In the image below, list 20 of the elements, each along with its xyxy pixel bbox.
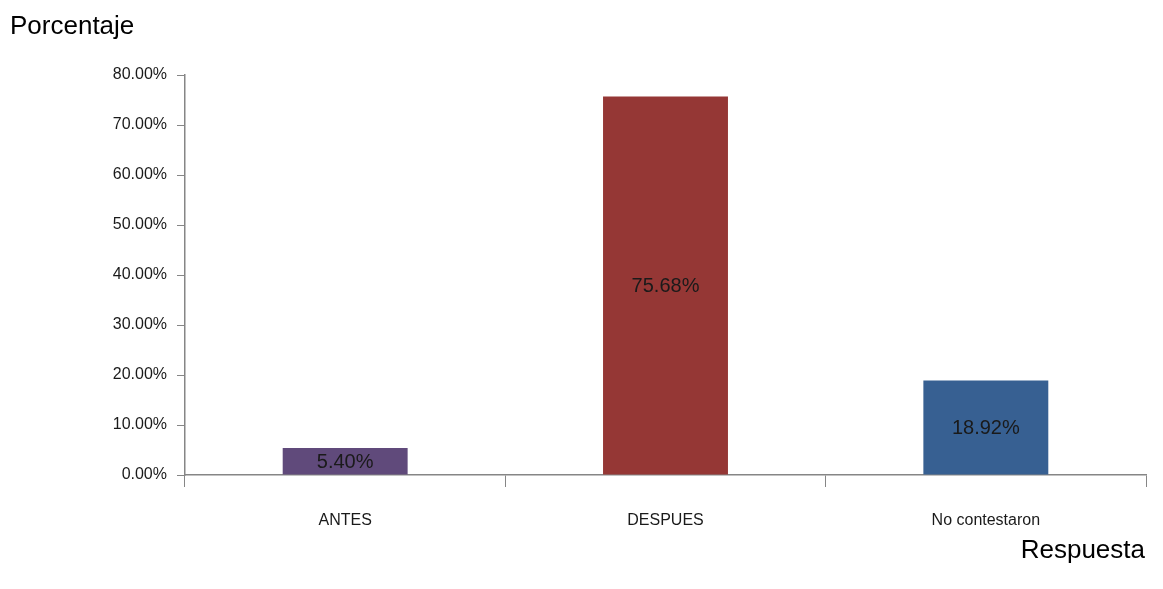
y-tick-label: 60.00% [112, 165, 167, 183]
data-label: 18.92% [951, 415, 1020, 438]
y-tick-label: 10.00% [112, 415, 167, 433]
data-label: 75.68% [631, 274, 700, 297]
y-tick-label: 50.00% [112, 215, 167, 233]
y-tick-label: 80.00% [112, 65, 167, 83]
y-axis-title: Porcentaje [10, 10, 135, 40]
bar [603, 96, 728, 475]
y-tick-label: 70.00% [112, 115, 167, 133]
bar [282, 448, 408, 475]
x-tick-label: No contestaron [931, 511, 1041, 529]
x-tick-label: DESPUES [627, 511, 704, 529]
data-label: 5.40% [316, 449, 374, 472]
y-tick-label: 20.00% [112, 365, 167, 383]
y-tick-label: 30.00% [112, 315, 167, 333]
x-axis-title: Respuesta [1020, 534, 1145, 564]
y-tick-label: 0.00% [121, 465, 167, 483]
x-tick-label: ANTES [318, 511, 372, 529]
y-tick-label: 40.00% [112, 265, 167, 283]
bar [923, 380, 1049, 475]
